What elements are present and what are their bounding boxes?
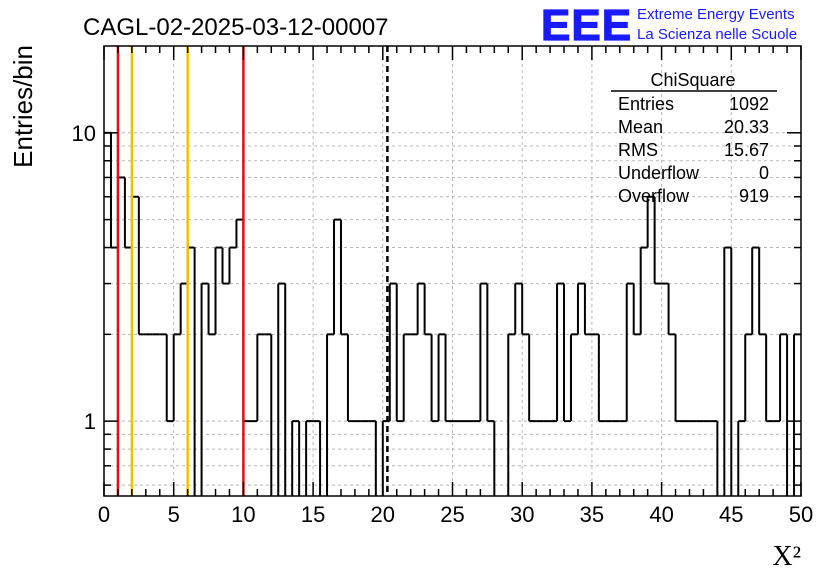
chart-title: CAGL-02-2025-03-12-00007 [83,14,389,41]
stats-entries-label: Entries [618,94,674,114]
axes: 0 5 10 15 20 25 30 35 40 45 50 1 10 [72,45,813,527]
x-tick-label: 40 [649,502,673,527]
x-tick-label: 0 [98,502,110,527]
x-tick-label: 15 [301,502,325,527]
stats-entries-value: 1092 [729,94,769,114]
y-tick-label: 10 [72,121,96,146]
x-axis-label: X² [772,541,801,572]
x-tick-label: 30 [510,502,534,527]
x-tick-label: 50 [789,502,813,527]
stats-rms-label: RMS [618,140,658,160]
stats-underflow-value: 0 [759,163,769,183]
x-tick-label: 25 [440,502,464,527]
stats-box: ChiSquare Entries 1092 Mean 20.33 RMS 15… [611,70,777,206]
x-tick-label: 20 [371,502,395,527]
stats-mean-label: Mean [618,117,663,137]
stats-box-title: ChiSquare [650,70,735,90]
eee-logo-line1: Extreme Energy Events [637,6,795,23]
x-tick-label: 5 [168,502,180,527]
eee-logo-line2: La Scienza nelle Scuole [637,26,797,43]
stats-rms-value: 15.67 [724,140,769,160]
reference-lines [116,46,389,496]
y-axis-label: Entries/bin [8,45,38,168]
x-tick-label: 35 [580,502,604,527]
y-tick-label: 1 [84,409,96,434]
stats-overflow-label: Overflow [618,186,690,206]
stats-overflow-value: 919 [739,186,769,206]
stats-underflow-label: Underflow [618,163,700,183]
stats-mean-value: 20.33 [724,117,769,137]
histogram-series [104,131,801,496]
grid-lines [104,46,801,496]
x-tick-label: 10 [231,502,255,527]
eee-logo-mark: EEE [541,1,632,50]
x-tick-label: 45 [719,502,743,527]
eee-logo: EEE Extreme Energy Events La Scienza nel… [540,0,797,50]
